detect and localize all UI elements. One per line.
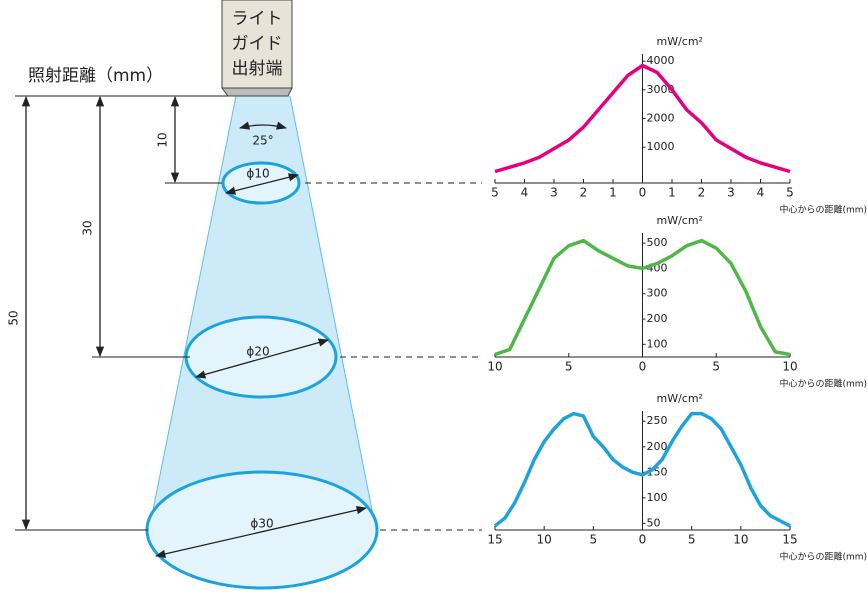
distance-label: 30	[81, 220, 95, 235]
y-axis-label: mW/cm²	[657, 392, 703, 405]
x-tick-label: 5	[491, 186, 499, 200]
distance-title: 照射距離（mm）	[28, 66, 163, 86]
x-tick-label: 15	[487, 533, 502, 547]
data-line	[494, 238, 791, 357]
distance-label: 10	[156, 132, 170, 147]
angle-arrow	[238, 121, 288, 130]
light-guide-label: ガイド	[232, 34, 283, 54]
x-tick-label: 0	[639, 360, 647, 374]
y-axis-label: mW/cm²	[657, 35, 703, 48]
x-tick-label: 10	[733, 533, 748, 547]
x-tick-label: 5	[786, 186, 794, 200]
x-tick-label: 2	[580, 186, 588, 200]
light-guide-label: 出射端	[232, 59, 283, 79]
x-tick-label: 0	[639, 186, 647, 200]
x-tick-label: 5	[712, 360, 720, 374]
x-axis-label: 中心からの距離(mm)	[779, 204, 867, 216]
y-tick-label: 2000	[647, 112, 675, 125]
diameter-arrow	[224, 173, 300, 195]
light-guide-label: ライト	[232, 9, 283, 29]
y-tick-label: 1000	[647, 140, 675, 153]
data-line	[493, 411, 791, 528]
cone-edge	[289, 95, 377, 531]
y-tick-label: 50	[647, 516, 661, 529]
x-tick-label: 15	[782, 533, 797, 547]
y-tick-label: 200	[647, 312, 668, 325]
diameter-label: ϕ30	[250, 517, 273, 531]
y-tick-label: 300	[647, 287, 668, 300]
y-tick-label: 4000	[647, 54, 675, 67]
x-tick-label: 10	[537, 533, 552, 547]
x-tick-label: 5	[590, 533, 598, 547]
x-tick-label: 10	[487, 360, 502, 374]
distance-label: 50	[7, 310, 21, 325]
y-tick-label: 100	[647, 337, 668, 350]
diameter-label: ϕ20	[246, 345, 269, 359]
x-axis-label: 中心からの距離(mm)	[779, 378, 867, 390]
cone-edge	[148, 95, 237, 531]
light-cone	[149, 96, 376, 530]
y-tick-label: 200	[647, 440, 668, 453]
diameter-arrow	[194, 338, 330, 379]
x-axis-label: 中心からの距離(mm)	[779, 551, 867, 563]
x-tick-label: 3	[727, 186, 735, 200]
y-tick-label: 100	[647, 491, 668, 504]
diameter-arrow	[154, 506, 368, 558]
light-guide-tip	[221, 87, 293, 97]
data-line	[494, 63, 791, 174]
x-tick-label: 10	[782, 360, 797, 374]
x-tick-label: 0	[639, 533, 647, 547]
x-tick-label: 5	[688, 533, 696, 547]
x-tick-label: 3	[550, 186, 558, 200]
y-tick-label: 500	[647, 236, 668, 249]
x-tick-label: 1	[609, 186, 617, 200]
angle-label: 25°	[252, 134, 273, 148]
diameter-label: ϕ10	[246, 167, 269, 181]
y-axis-label: mW/cm²	[657, 214, 703, 227]
y-tick-label: 250	[647, 414, 668, 427]
x-tick-label: 2	[698, 186, 706, 200]
x-tick-label: 4	[521, 186, 529, 200]
x-tick-label: 4	[757, 186, 765, 200]
light-guide	[221, 0, 293, 89]
x-tick-label: 5	[565, 360, 573, 374]
x-tick-label: 1	[668, 186, 676, 200]
